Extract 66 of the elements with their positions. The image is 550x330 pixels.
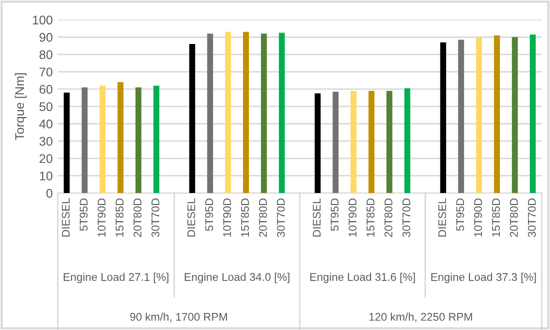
- x-tick-label: 10T90D: [98, 198, 106, 237]
- text: Engine Load 27.1 [%]: [64, 272, 168, 284]
- x-tick-label: 20T80D: [259, 198, 267, 237]
- bar: [243, 32, 249, 194]
- bar: [440, 42, 446, 194]
- bar: [207, 34, 214, 194]
- bar: [153, 86, 160, 194]
- y-tick-label: 50: [39, 102, 52, 112]
- bar: [82, 87, 88, 194]
- y-tick-label: 30: [39, 136, 52, 146]
- bar: [404, 88, 410, 194]
- text: Engine Load 37.3 [%]: [431, 272, 536, 284]
- y-tick-label: 60: [40, 84, 52, 94]
- y-tick-label: 80: [40, 50, 52, 60]
- x-tick-label: 5T95D: [330, 198, 339, 231]
- x-tick-label: 10T90D: [348, 198, 357, 237]
- y-tick-label: 0: [46, 188, 52, 198]
- x-tick-label: 5T95D: [80, 198, 88, 231]
- bar: [386, 90, 392, 194]
- bar: [530, 34, 536, 194]
- text: 90 km/h, 1700 RPM: [130, 312, 227, 322]
- y-tick-label: 90: [40, 32, 52, 42]
- bar: [278, 32, 285, 194]
- y-tick-label: 20: [40, 154, 52, 164]
- x-tick-label: 30T70D: [402, 198, 410, 238]
- x-tick-label: 10T90D: [223, 198, 232, 237]
- text: Engine Load 31.6 [%]: [310, 272, 415, 284]
- x-tick-label: 15T85D: [241, 198, 249, 237]
- bar: [135, 87, 142, 194]
- bar: [332, 92, 339, 194]
- x-tick-label: 20T80D: [384, 198, 392, 237]
- bar: [189, 44, 196, 194]
- x-tick-label: 15T85D: [492, 198, 500, 237]
- y-tick-label: 70: [40, 68, 52, 76]
- bar: [225, 32, 232, 194]
- bar: [368, 90, 374, 194]
- y-tick-label: 40: [39, 120, 52, 128]
- y-axis-title: Torque [Nm]: [14, 73, 26, 140]
- bar: [100, 86, 106, 194]
- x-tick-label: 20T80D: [134, 198, 142, 237]
- y-tick-label: 100: [32, 16, 52, 24]
- bar: [512, 37, 518, 194]
- bar: [314, 93, 321, 194]
- bar: [350, 90, 356, 194]
- y-tick-label: 10: [40, 172, 52, 180]
- x-tick-label: 15T85D: [116, 198, 124, 237]
- bar: [458, 40, 464, 194]
- x-tick-label: 30T70D: [151, 198, 160, 238]
- x-tick-label: 30T70D: [528, 198, 536, 238]
- bar: [494, 35, 500, 194]
- x-tick-label: 30T70D: [276, 198, 285, 238]
- x-tick-label: 20T80D: [510, 198, 518, 237]
- x-tick-label: DIESEL: [438, 198, 446, 237]
- x-tick-label: DIESEL: [62, 198, 70, 237]
- x-tick-label: 15T85D: [366, 198, 374, 237]
- bar: [118, 82, 124, 194]
- bar: [260, 34, 267, 194]
- x-tick-label: 5T95D: [205, 198, 214, 231]
- x-tick-label: 10T90D: [474, 198, 482, 237]
- bar: [64, 92, 70, 194]
- x-tick-label: 5T95D: [456, 198, 464, 231]
- bar: [476, 37, 482, 194]
- x-tick-label: DIESEL: [187, 198, 196, 237]
- x-tick-label: DIESEL: [312, 198, 321, 237]
- text: 120 km/h, 2250 RPM: [369, 312, 472, 322]
- text: Engine Load 34.0 [%]: [184, 272, 290, 284]
